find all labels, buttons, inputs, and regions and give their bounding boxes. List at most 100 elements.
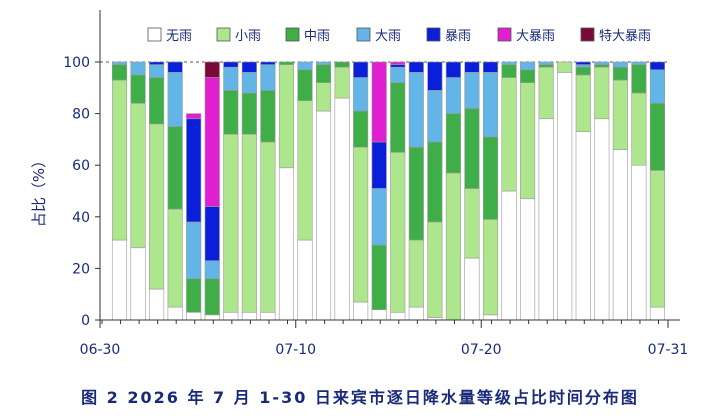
bar-segment-07-25-1: [557, 61, 573, 73]
bar-segment-07-18-3: [427, 90, 443, 143]
bar-segment-07-08-1: [241, 133, 257, 313]
bar-segment-07-02-0: [130, 247, 146, 321]
bar-segment-07-12-1: [315, 82, 332, 112]
bar-segment-07-03-2: [149, 77, 165, 125]
bar-segment-07-28-0: [612, 149, 628, 321]
y-tick-label: 0: [81, 313, 90, 329]
bar-segment-07-22-2: [501, 64, 517, 78]
bar-segment-07-26-0: [575, 131, 591, 321]
bar-segment-07-30-3: [649, 69, 666, 104]
x-tick-label: 07-10: [275, 342, 316, 358]
legend-label-0: 无雨: [166, 29, 192, 44]
bar-segment-07-20-3: [464, 72, 480, 109]
bar-segment-07-06-6: [204, 61, 220, 78]
bar-segment-07-04-2: [167, 126, 183, 210]
legend-label-4: 暴雨: [445, 29, 471, 44]
bar-segment-07-06-5: [204, 77, 220, 207]
bar-segment-07-21-4: [482, 61, 499, 73]
bar-segment-07-27-2: [594, 64, 610, 68]
legend-label-1: 小雨: [235, 29, 261, 44]
legend-swatch-3: [356, 27, 371, 42]
legend-label-5: 大暴雨: [516, 29, 555, 44]
bar-segment-07-14-4: [353, 61, 369, 78]
bar-segment-07-08-0: [241, 311, 257, 321]
bar-segment-07-20-2: [464, 108, 480, 189]
bar-segment-07-11-0: [297, 239, 313, 321]
bar-segment-07-28-3: [612, 61, 628, 68]
legend: 无雨 小雨 中雨 大雨 暴雨 大暴雨 特大暴雨: [147, 27, 651, 44]
bar-segment-07-17-1: [408, 239, 424, 308]
bar-segment-07-15-0: [371, 309, 387, 321]
legend-label-2: 中雨: [304, 29, 330, 44]
bar-segment-07-16-0: [390, 311, 406, 321]
bar-segment-07-03-3: [149, 64, 165, 78]
bar-segment-07-21-1: [482, 219, 499, 316]
bar-segment-07-10-0: [278, 167, 295, 321]
bar-segment-07-22-1: [501, 77, 517, 192]
bar-segment-07-09-0: [260, 311, 276, 321]
legend-swatch-4: [426, 27, 441, 42]
bar-segment-07-04-0: [167, 306, 183, 321]
bar-segment-07-01-1: [111, 79, 128, 241]
bar-segment-07-06-2: [204, 278, 220, 316]
bar-segment-07-21-3: [482, 72, 499, 138]
bar-segment-07-12-0: [315, 110, 332, 321]
bar-segment-07-02-2: [130, 74, 146, 104]
bar-segment-07-27-0: [594, 118, 610, 321]
legend-swatch-5: [497, 27, 512, 42]
bar-segment-07-29-1: [631, 92, 647, 166]
legend-swatch-2: [285, 27, 300, 42]
bar-segment-07-17-0: [408, 306, 424, 321]
bar-segment-07-12-2: [315, 64, 332, 83]
bar-segment-07-01-3: [111, 61, 128, 65]
bar-segment-07-15-4: [371, 141, 387, 189]
bar-segment-07-26-4: [575, 61, 591, 65]
bar-segment-07-08-3: [241, 72, 257, 94]
bar-segment-07-10-2: [278, 61, 295, 65]
y-tick-label: 80: [72, 107, 90, 123]
bar-segment-07-24-1: [538, 66, 554, 120]
bar-segment-07-09-2: [260, 90, 276, 143]
bar-segment-07-16-3: [390, 66, 406, 83]
bar-segment-07-20-0: [464, 257, 480, 321]
bar-segment-07-30-1: [649, 170, 666, 308]
bar-segment-07-29-2: [631, 64, 647, 94]
bar-segment-07-14-3: [353, 77, 369, 112]
bar-segment-07-14-0: [353, 301, 369, 321]
bar-segment-07-18-1: [427, 221, 443, 318]
legend-label-6: 特大暴雨: [599, 29, 651, 44]
bar-segment-07-03-1: [149, 123, 165, 290]
bar-segment-07-06-0: [204, 314, 220, 321]
bar-segment-07-21-2: [482, 136, 499, 220]
bar-segment-07-12-3: [315, 61, 332, 65]
bar-segment-07-05-4: [186, 118, 202, 223]
bar-segment-07-15-2: [371, 244, 387, 310]
bar-segment-07-21-0: [482, 314, 499, 321]
bar-segment-07-28-1: [612, 79, 628, 151]
bar-segment-07-19-2: [445, 113, 461, 174]
bar-segment-07-22-0: [501, 190, 517, 321]
bar-segment-07-26-2: [575, 66, 591, 76]
bar-segment-07-16-4: [390, 64, 406, 68]
bar-segment-07-01-0: [111, 239, 128, 321]
bar-segment-07-09-1: [260, 141, 276, 313]
bar-segment-07-13-2: [334, 61, 350, 68]
bar-segment-07-05-0: [186, 311, 202, 321]
bar-segment-07-16-2: [390, 82, 406, 153]
bar-segment-07-03-4: [149, 61, 165, 65]
bar-segment-07-13-0: [334, 97, 350, 321]
bar-segment-07-03-0: [149, 288, 165, 321]
bar-segment-07-09-4: [260, 61, 276, 65]
plot-area: [100, 61, 668, 321]
bar-segment-07-20-4: [464, 61, 480, 73]
y-tick-label: 20: [72, 261, 90, 277]
legend-label-3: 大雨: [375, 29, 401, 44]
bar-segment-07-02-1: [130, 102, 146, 249]
bar-segment-07-24-0: [538, 118, 554, 321]
bar-segment-07-27-1: [594, 66, 610, 120]
bar-segment-07-30-4: [649, 61, 666, 71]
bar-segment-07-20-1: [464, 188, 480, 259]
y-axis-label: 占比（%）: [30, 153, 48, 227]
bar-segment-07-16-1: [390, 152, 406, 313]
